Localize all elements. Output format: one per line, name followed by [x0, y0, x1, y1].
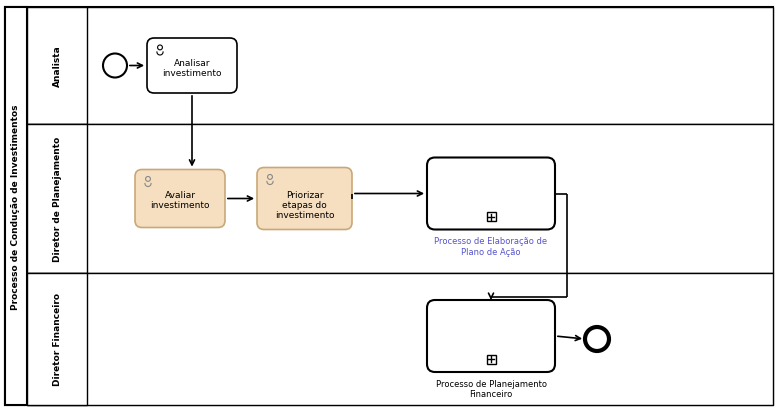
Text: Diretor de Planejamento: Diretor de Planejamento	[52, 137, 62, 261]
Bar	[27, 8, 87, 125]
Bar	[27, 125, 773, 273]
Text: Priorizar
etapas do
investimento: Priorizar etapas do investimento	[275, 190, 335, 220]
Bar	[487, 355, 495, 363]
Text: Analisar
investimento: Analisar investimento	[162, 59, 222, 78]
FancyBboxPatch shape	[257, 168, 352, 230]
Circle shape	[585, 327, 609, 351]
Text: Processo de Elaboração de
Plano de Ação: Processo de Elaboração de Plano de Ação	[434, 237, 548, 256]
Text: Diretor Financeiro: Diretor Financeiro	[52, 293, 62, 386]
Circle shape	[103, 55, 127, 78]
Bar	[27, 125, 87, 273]
FancyBboxPatch shape	[147, 39, 237, 94]
Text: Processo de Condução de Investimentos: Processo de Condução de Investimentos	[12, 104, 20, 309]
Bar	[27, 8, 773, 125]
Bar	[487, 212, 495, 221]
Bar	[27, 273, 773, 405]
Text: Analista: Analista	[52, 45, 62, 87]
Bar	[27, 273, 87, 405]
FancyBboxPatch shape	[427, 158, 555, 230]
Bar	[5, 8, 27, 405]
Text: Processo de Planejamento
Financeiro: Processo de Planejamento Financeiro	[435, 379, 547, 399]
FancyBboxPatch shape	[135, 170, 225, 228]
FancyBboxPatch shape	[427, 300, 555, 372]
Text: Avaliar
investimento: Avaliar investimento	[151, 190, 210, 209]
